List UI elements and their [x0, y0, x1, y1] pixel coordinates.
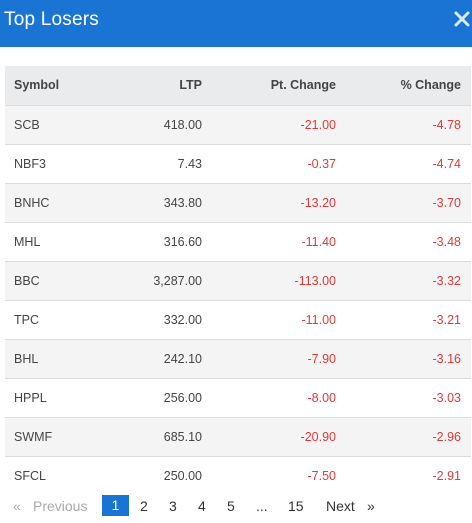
page-button-2[interactable]: 2 — [140, 498, 148, 514]
cell-symbol[interactable]: HPPL — [14, 390, 47, 405]
cell-symbol[interactable]: SCB — [14, 117, 40, 132]
cell-pt-change: -11.00 — [301, 312, 336, 327]
cell-symbol[interactable]: BBC — [14, 273, 40, 288]
column-header-pct-change[interactable]: % Change — [400, 78, 461, 93]
last-page-icon[interactable]: » — [367, 498, 375, 514]
cell-pct-change: -3.21 — [432, 312, 462, 327]
column-header-pt-change[interactable]: Pt. Change — [270, 78, 336, 93]
cell-pt-change: -20.90 — [300, 429, 336, 444]
table-row[interactable]: SWMF 685.10 -20.90 -2.96 — [5, 417, 471, 456]
cell-ltp: 332.00 — [163, 312, 202, 327]
cell-ltp: 418.00 — [163, 117, 202, 132]
modal-title: Top Losers — [4, 9, 99, 30]
modal-header: Top Losers — [0, 0, 472, 47]
cell-pct-change: -3.70 — [432, 195, 462, 210]
column-header-symbol[interactable]: Symbol — [14, 78, 60, 93]
page-button-1[interactable]: 1 — [102, 495, 129, 516]
cell-symbol[interactable]: TPC — [14, 312, 39, 327]
pagination: « Previous 1 2 3 4 5 ... 15 Next » — [0, 495, 472, 517]
page-button-3[interactable]: 3 — [169, 498, 177, 514]
cell-ltp: 7.43 — [177, 156, 202, 171]
table-row[interactable]: NBF3 7.43 -0.37 -4.74 — [5, 144, 471, 183]
cell-ltp: 3,287.00 — [153, 273, 202, 288]
cell-ltp: 250.00 — [163, 468, 202, 483]
cell-ltp: 242.10 — [163, 351, 202, 366]
cell-pct-change: -3.32 — [432, 273, 462, 288]
close-icon[interactable] — [454, 10, 470, 28]
previous-page-button[interactable]: Previous — [33, 498, 88, 514]
cell-symbol[interactable]: SFCL — [14, 468, 46, 483]
table-row[interactable]: SFCL 250.00 -7.50 -2.91 — [5, 456, 471, 495]
cell-symbol[interactable]: NBF3 — [14, 156, 46, 171]
pagination-ellipsis: ... — [256, 498, 268, 514]
table-row[interactable]: BNHC 343.80 -13.20 -3.70 — [5, 183, 471, 222]
table-row[interactable]: SCB 418.00 -21.00 -4.78 — [5, 105, 471, 144]
cell-pct-change: -2.96 — [432, 429, 462, 444]
column-header-ltp[interactable]: LTP — [179, 78, 202, 93]
cell-ltp: 256.00 — [163, 390, 202, 405]
cell-pct-change: -2.91 — [432, 468, 462, 483]
cell-pt-change: -0.37 — [307, 156, 337, 171]
cell-ltp: 343.80 — [163, 195, 202, 210]
cell-pt-change: -11.40 — [301, 234, 336, 249]
cell-pt-change: -13.20 — [300, 195, 336, 210]
table-header-row: Symbol LTP Pt. Change % Change — [5, 66, 471, 105]
cell-pt-change: -7.90 — [307, 351, 337, 366]
cell-pct-change: -3.03 — [432, 390, 462, 405]
page-button-4[interactable]: 4 — [198, 498, 206, 514]
cell-symbol[interactable]: MHL — [14, 234, 41, 249]
page-button-15[interactable]: 15 — [288, 498, 304, 514]
table-row[interactable]: HPPL 256.00 -8.00 -3.03 — [5, 378, 471, 417]
table-row[interactable]: MHL 316.60 -11.40 -3.48 — [5, 222, 471, 261]
top-losers-table: Symbol LTP Pt. Change % Change SCB 418.0… — [5, 66, 471, 495]
cell-ltp: 685.10 — [163, 429, 202, 444]
page-button-5[interactable]: 5 — [227, 498, 235, 514]
cell-symbol[interactable]: BNHC — [14, 195, 50, 210]
table-row[interactable]: BBC 3,287.00 -113.00 -3.32 — [5, 261, 471, 300]
cell-pt-change: -113.00 — [294, 273, 336, 288]
first-page-icon[interactable]: « — [13, 498, 21, 514]
cell-pct-change: -4.78 — [432, 117, 462, 132]
cell-symbol[interactable]: SWMF — [14, 429, 53, 444]
cell-pct-change: -4.74 — [432, 156, 462, 171]
cell-pct-change: -3.16 — [432, 351, 462, 366]
next-page-button[interactable]: Next — [326, 498, 355, 514]
table-row[interactable]: BHL 242.10 -7.90 -3.16 — [5, 339, 471, 378]
cell-symbol[interactable]: BHL — [14, 351, 39, 366]
cell-pct-change: -3.48 — [432, 234, 462, 249]
cell-pt-change: -8.00 — [307, 390, 337, 405]
cell-pt-change: -7.50 — [307, 468, 337, 483]
table-row[interactable]: TPC 332.00 -11.00 -3.21 — [5, 300, 471, 339]
cell-ltp: 316.60 — [163, 234, 202, 249]
cell-pt-change: -21.00 — [300, 117, 336, 132]
